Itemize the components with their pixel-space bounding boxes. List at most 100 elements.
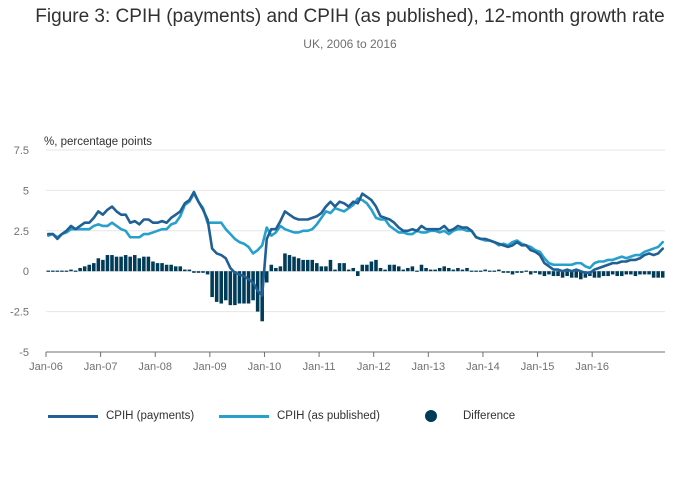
legend-swatch-cpih-published [219,414,269,418]
difference-bar [146,256,151,272]
difference-bar [283,253,287,272]
difference-bar [132,255,137,272]
difference-bar [551,271,556,277]
y-tick-label: 2.5 [14,226,29,238]
difference-bar [51,270,55,272]
legend-item-cpih-published[interactable]: CPIH (as published) [219,406,380,426]
difference-bar [478,270,483,272]
difference-bar [169,264,173,272]
difference-bar [301,259,305,272]
legend-label-difference: Difference [463,410,516,422]
difference-bar [497,269,501,272]
difference-bar [342,263,346,272]
difference-bar [164,264,169,272]
difference-bar [305,259,310,272]
legend-swatch-cpih-payments [48,414,98,418]
difference-bar [360,264,365,272]
legend-label-cpih-payments: CPIH (payments) [106,410,195,422]
series-line-cpih-payments [46,190,665,297]
difference-bar [155,263,160,272]
y-tick-label: -2.5 [10,307,29,319]
difference-bar [128,256,132,272]
difference-bar [501,271,506,273]
difference-bar [565,271,569,277]
x-tick-label: Jan-14 [466,361,500,373]
difference-bar [92,263,96,272]
difference-bar [492,270,497,272]
difference-bar [638,271,642,275]
difference-bar [114,256,119,272]
difference-bar [196,271,201,273]
difference-bar [365,264,369,272]
difference-bar [82,266,87,272]
difference-bar [183,269,187,272]
difference-bar [437,267,442,272]
difference-bar [55,270,60,272]
difference-bar [515,271,519,273]
difference-bar [633,271,638,277]
legend-item-difference[interactable]: Difference [425,406,515,426]
difference-bar [73,270,78,272]
difference-bar [251,271,255,301]
difference-bar [510,271,515,275]
difference-bar [210,271,214,298]
legend-item-cpih-payments[interactable]: CPIH (payments) [48,406,194,426]
difference-bar [519,271,524,273]
difference-bar [351,267,355,272]
difference-bar [533,271,538,273]
difference-bar [296,258,301,272]
chart-legend: CPIH (payments) CPIH (as published) Diff… [0,406,700,430]
y-tick-label: 5 [23,185,29,197]
difference-bar [292,256,296,272]
difference-bar [269,264,274,272]
difference-bar [538,271,542,275]
difference-bar [392,264,396,272]
difference-bar [579,271,583,280]
difference-bar [346,269,351,272]
difference-bar [324,266,328,272]
difference-bar [597,271,601,278]
difference-bar [624,271,629,275]
difference-bar [205,271,210,275]
chart-subtitle: UK, 2006 to 2016 [303,37,397,51]
difference-bar [219,271,224,304]
difference-bar [60,270,64,272]
difference-bar [242,271,246,304]
difference-bar [387,264,392,272]
difference-bar [629,271,633,275]
difference-bar [369,261,374,272]
difference-bar [374,259,378,272]
difference-bar [192,271,196,273]
difference-bar [69,269,73,272]
difference-bar [574,271,579,278]
difference-bar [406,267,410,272]
difference-bar [287,255,292,272]
difference-bar [201,271,205,273]
x-tick-label: Jan-09 [193,361,227,373]
x-tick-label: Jan-13 [412,361,446,373]
difference-bar [656,271,660,278]
x-tick-label: Jan-07 [84,361,118,373]
difference-bar [178,266,183,272]
difference-bar [87,264,92,272]
difference-bar [542,271,547,277]
difference-bar [583,271,588,278]
difference-bar [606,271,610,277]
difference-bar [401,269,406,272]
difference-bar [610,271,615,275]
difference-bar [569,271,574,278]
difference-bar [378,267,383,272]
difference-bar [601,271,606,277]
difference-bar [474,270,478,272]
difference-bar [592,271,597,278]
difference-bar [660,271,665,278]
x-tick-label: Jan-12 [357,361,391,373]
legend-label-cpih-published: CPIH (as published) [277,410,380,422]
difference-bar [483,269,487,272]
difference-bar [419,264,424,272]
difference-bar [228,271,233,306]
difference-bar [433,269,437,272]
difference-bar [415,270,419,272]
difference-bar [96,258,101,272]
difference-bar [356,271,360,277]
